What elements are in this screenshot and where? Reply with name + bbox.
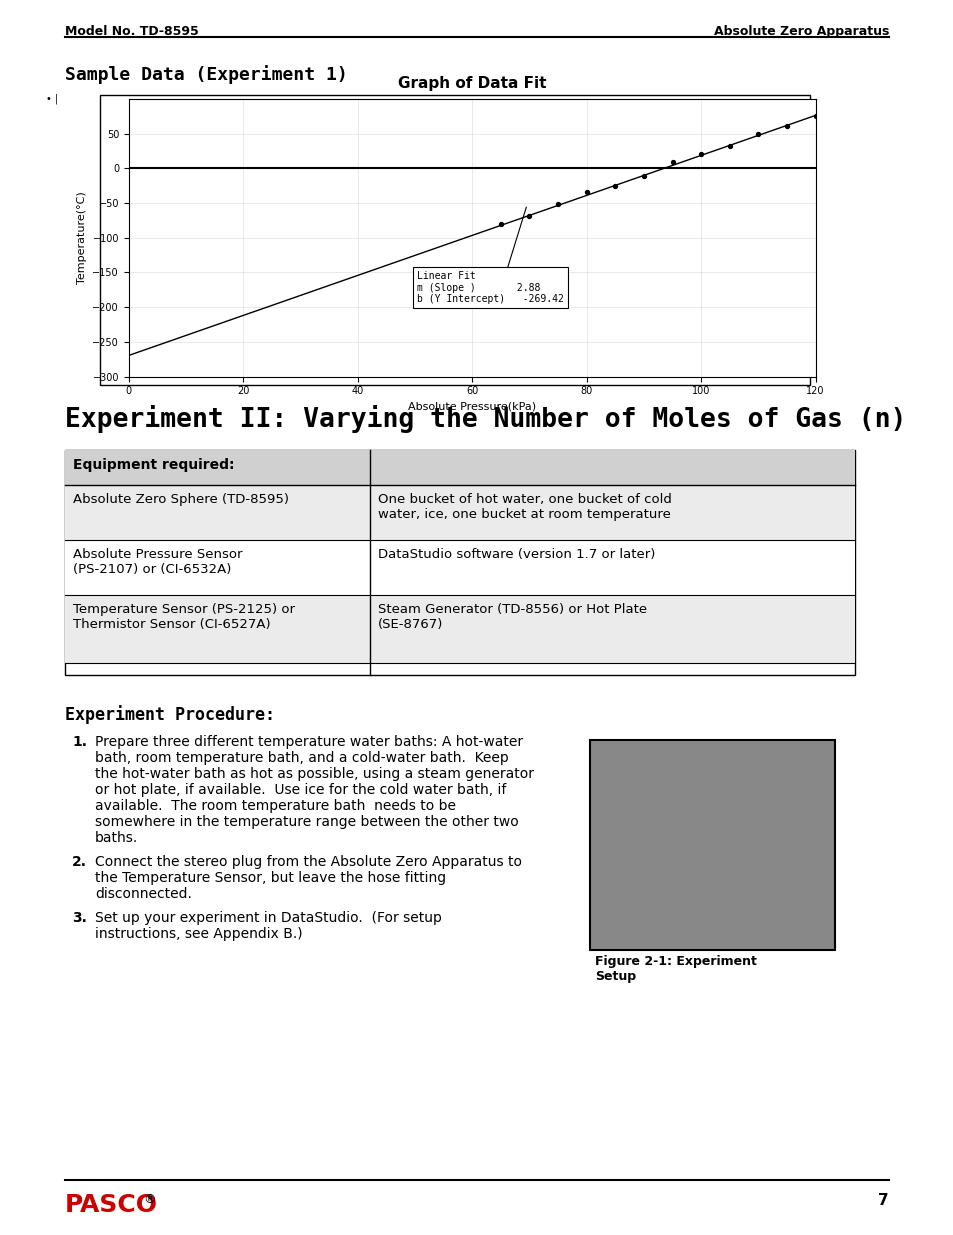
- Text: the Temperature Sensor, but leave the hose fitting: the Temperature Sensor, but leave the ho…: [95, 871, 446, 885]
- Text: ®: ®: [143, 1193, 155, 1207]
- Point: [664, 152, 679, 172]
- Text: Linear Fit
m (Slope )       2.88
b (Y Intercept)   -269.42: Linear Fit m (Slope ) 2.88 b (Y Intercep…: [416, 272, 563, 304]
- Text: Temperature Sensor (PS-2125) or
Thermistor Sensor (CI-6527A): Temperature Sensor (PS-2125) or Thermist…: [73, 603, 294, 631]
- Text: somewhere in the temperature range between the other two: somewhere in the temperature range betwe…: [95, 815, 518, 829]
- Text: the hot-water bath as hot as possible, using a steam generator: the hot-water bath as hot as possible, u…: [95, 767, 534, 781]
- Text: 2.: 2.: [71, 855, 87, 869]
- Point: [636, 165, 651, 185]
- Text: baths.: baths.: [95, 831, 138, 845]
- Text: or hot plate, if available.  Use ice for the cold water bath, if: or hot plate, if available. Use ice for …: [95, 783, 506, 797]
- Text: 1.: 1.: [71, 735, 87, 748]
- Text: Experiment Procedure:: Experiment Procedure:: [65, 705, 274, 724]
- Point: [779, 116, 794, 136]
- Text: Set up your experiment in DataStudio.  (For setup: Set up your experiment in DataStudio. (F…: [95, 911, 441, 925]
- FancyBboxPatch shape: [65, 485, 854, 540]
- Text: Absolute Zero Apparatus: Absolute Zero Apparatus: [713, 25, 888, 38]
- Text: Experiment II: Varying the Number of Moles of Gas (n): Experiment II: Varying the Number of Mol…: [65, 405, 905, 433]
- Text: Model No. TD-8595: Model No. TD-8595: [65, 25, 198, 38]
- Point: [578, 183, 594, 203]
- Text: Absolute Pressure Sensor
(PS-2107) or (CI-6532A): Absolute Pressure Sensor (PS-2107) or (C…: [73, 548, 242, 576]
- Text: Steam Generator (TD-8556) or Hot Plate
(SE-8767): Steam Generator (TD-8556) or Hot Plate (…: [377, 603, 646, 631]
- Text: • |: • |: [47, 94, 58, 104]
- Text: DataStudio software (version 1.7 or later): DataStudio software (version 1.7 or late…: [377, 548, 655, 561]
- FancyBboxPatch shape: [65, 450, 854, 485]
- Text: available.  The room temperature bath  needs to be: available. The room temperature bath nee…: [95, 799, 456, 813]
- Text: Figure 2-1: Experiment
Setup: Figure 2-1: Experiment Setup: [595, 955, 756, 983]
- Point: [807, 106, 822, 126]
- Text: PASCO: PASCO: [65, 1193, 158, 1216]
- Text: 3.: 3.: [71, 911, 87, 925]
- Point: [607, 175, 622, 195]
- Point: [550, 194, 565, 214]
- Text: One bucket of hot water, one bucket of cold
water, ice, one bucket at room tempe: One bucket of hot water, one bucket of c…: [377, 493, 671, 521]
- FancyBboxPatch shape: [65, 450, 854, 676]
- Point: [493, 215, 508, 235]
- Text: disconnected.: disconnected.: [95, 887, 192, 902]
- FancyBboxPatch shape: [100, 95, 809, 385]
- Title: Graph of Data Fit: Graph of Data Fit: [397, 75, 546, 90]
- Text: instructions, see Appendix B.): instructions, see Appendix B.): [95, 927, 302, 941]
- Text: Prepare three different temperature water baths: A hot-water: Prepare three different temperature wate…: [95, 735, 522, 748]
- FancyBboxPatch shape: [589, 740, 834, 950]
- Text: Absolute Zero Sphere (TD-8595): Absolute Zero Sphere (TD-8595): [73, 493, 289, 506]
- Point: [521, 206, 537, 226]
- Text: Equipment required:: Equipment required:: [73, 458, 234, 472]
- FancyBboxPatch shape: [65, 540, 854, 595]
- FancyBboxPatch shape: [65, 595, 854, 663]
- Text: Sample Data (Experiment 1): Sample Data (Experiment 1): [65, 65, 348, 84]
- Text: 7: 7: [878, 1193, 888, 1208]
- Point: [693, 144, 708, 164]
- Text: Connect the stereo plug from the Absolute Zero Apparatus to: Connect the stereo plug from the Absolut…: [95, 855, 521, 869]
- Text: bath, room temperature bath, and a cold-water bath.  Keep: bath, room temperature bath, and a cold-…: [95, 751, 508, 764]
- Y-axis label: Temperature(°C): Temperature(°C): [76, 191, 87, 284]
- Point: [721, 136, 737, 156]
- Point: [750, 125, 765, 144]
- X-axis label: Absolute Pressure(kPa): Absolute Pressure(kPa): [408, 401, 536, 412]
